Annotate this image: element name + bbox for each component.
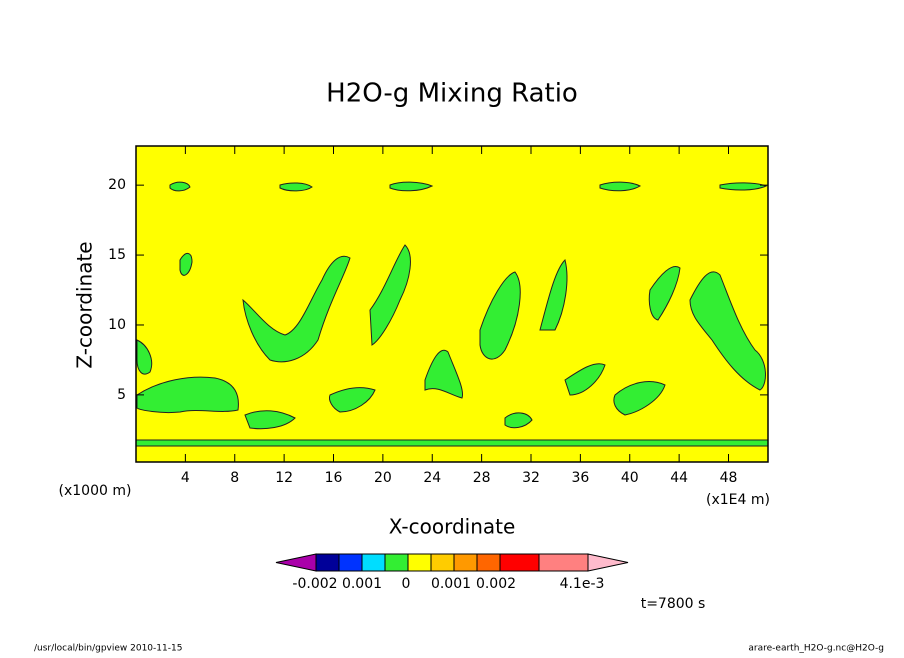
colorbar-box (453, 553, 478, 572)
x-tick-label: 16 (325, 470, 343, 486)
plot-background (136, 146, 768, 462)
x-tick-label: 28 (473, 470, 491, 486)
colorbar-box (361, 553, 386, 572)
footer-left: /usr/local/bin/gpview 2010-11-15 (34, 644, 182, 654)
x-tick-label: 8 (230, 470, 239, 486)
colorbar-box (407, 553, 432, 572)
colorbar-box (430, 553, 455, 572)
x-tick-label: 36 (571, 470, 589, 486)
y-tick-label: 15 (108, 247, 126, 263)
footer-right: arare-earth_H2O-g.nc@H2O-g (748, 644, 884, 654)
x-tick-label: 44 (670, 470, 688, 486)
colorbar (275, 553, 629, 572)
x-tick-label: 24 (423, 470, 441, 486)
x-tick-label: 32 (522, 470, 540, 486)
x-tick-label: 48 (720, 470, 738, 486)
colorbar-label: 0.001 (342, 576, 382, 592)
x-tick-label: 12 (275, 470, 293, 486)
colorbar-label: 0 (402, 576, 411, 592)
x-tick-label: 20 (374, 470, 392, 486)
contour-regions (135, 181, 769, 447)
x-axis-label: X-coordinate (389, 515, 516, 539)
colorbar-label: -0.002 (292, 576, 337, 592)
colorbar-box (538, 553, 589, 572)
annotation: t=7800 s (641, 596, 706, 612)
colorbar-extend (587, 553, 629, 572)
x-tick-label: 4 (181, 470, 190, 486)
colorbar-label: 0.002 (476, 576, 516, 592)
y-axis-label: Z-coordinate (73, 241, 97, 368)
colorbar-box (499, 553, 540, 572)
colorbar-extend (275, 553, 317, 572)
colorbar-box (338, 553, 363, 572)
y-tick-label: 10 (108, 317, 126, 333)
x-tick-label: 40 (621, 470, 639, 486)
y-unit: (x1000 m) (59, 483, 132, 499)
colorbar-box (384, 553, 409, 572)
y-tick-label: 5 (117, 387, 126, 403)
plot-frame (135, 145, 769, 463)
chart-title: H2O-g Mixing Ratio (326, 79, 578, 109)
colorbar-box (476, 553, 501, 572)
colorbar-label: 0.001 (431, 576, 471, 592)
x-unit: (x1E4 m) (706, 492, 770, 508)
y-tick-label: 20 (108, 177, 126, 193)
colorbar-label: 4.1e-3 (560, 576, 605, 592)
colorbar-box (315, 553, 340, 572)
